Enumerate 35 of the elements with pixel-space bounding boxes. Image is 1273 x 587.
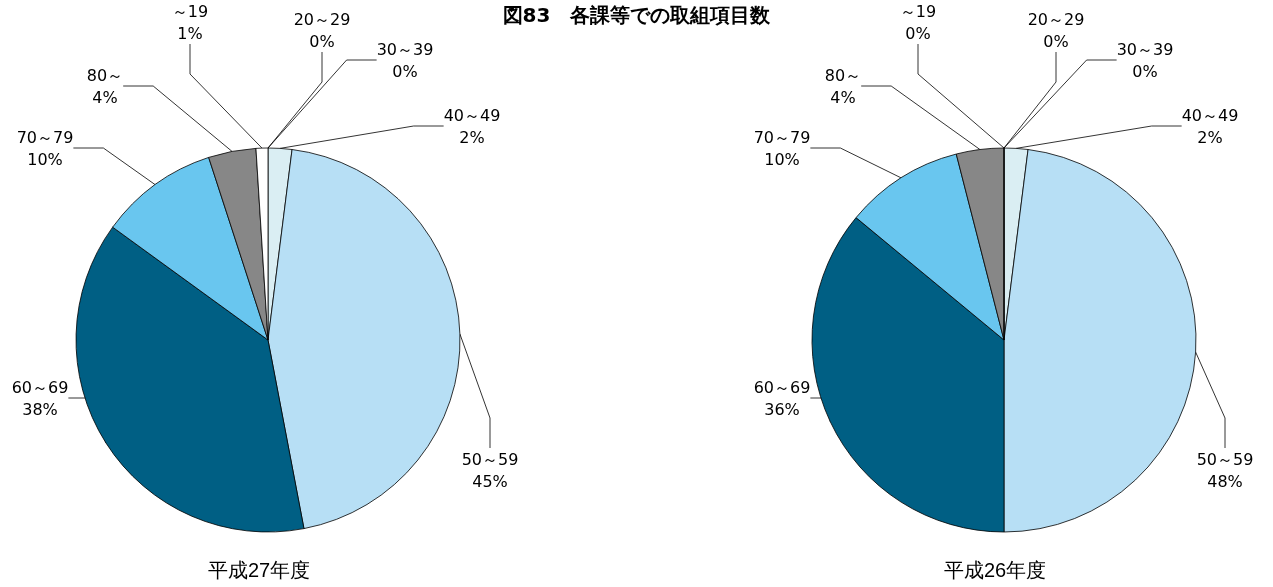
category-label: 20～29 [1027,9,1085,29]
text: 平成27年度 [208,559,311,581]
slice-label: 60～69 [753,377,811,397]
text: 平成26年度 [944,559,1047,581]
text: 0% [309,31,335,51]
data-label: 2% [1197,127,1223,147]
category-label: 30～39 [1116,39,1174,59]
slice-label: 80～ [824,65,862,85]
data-label: 2% [459,127,485,147]
slice-label: ～19 [171,1,209,21]
category-label: 30～39 [376,39,434,59]
data-label: 4% [92,87,118,107]
data-label: 1% [177,23,203,43]
data-label: 36% [764,399,800,419]
text: 0% [392,61,418,81]
data-label: 45% [472,471,508,491]
data-label: 4% [830,87,856,107]
slice-label: 70～79 [753,127,811,147]
data-label: 38% [22,399,58,419]
slice-label: 50～59 [1196,449,1254,469]
data-label: 10% [27,149,63,169]
text: 0% [905,23,931,43]
slice-label: 80～ [86,65,124,85]
category-label: ～19 [899,1,937,21]
text: 0% [1043,31,1069,51]
slice-label: 50～59 [461,449,519,469]
text: 0% [1132,61,1158,81]
category-label: 20～29 [293,9,351,29]
slice-label: 40～49 [1181,105,1239,125]
slice-label: 60～69 [11,377,69,397]
data-label: 10% [764,149,800,169]
data-label: 48% [1207,471,1243,491]
slice-label: 40～49 [443,105,501,125]
text: 図83 各課等での取組項目数 [502,3,771,27]
slice-label: 70～79 [16,127,74,147]
